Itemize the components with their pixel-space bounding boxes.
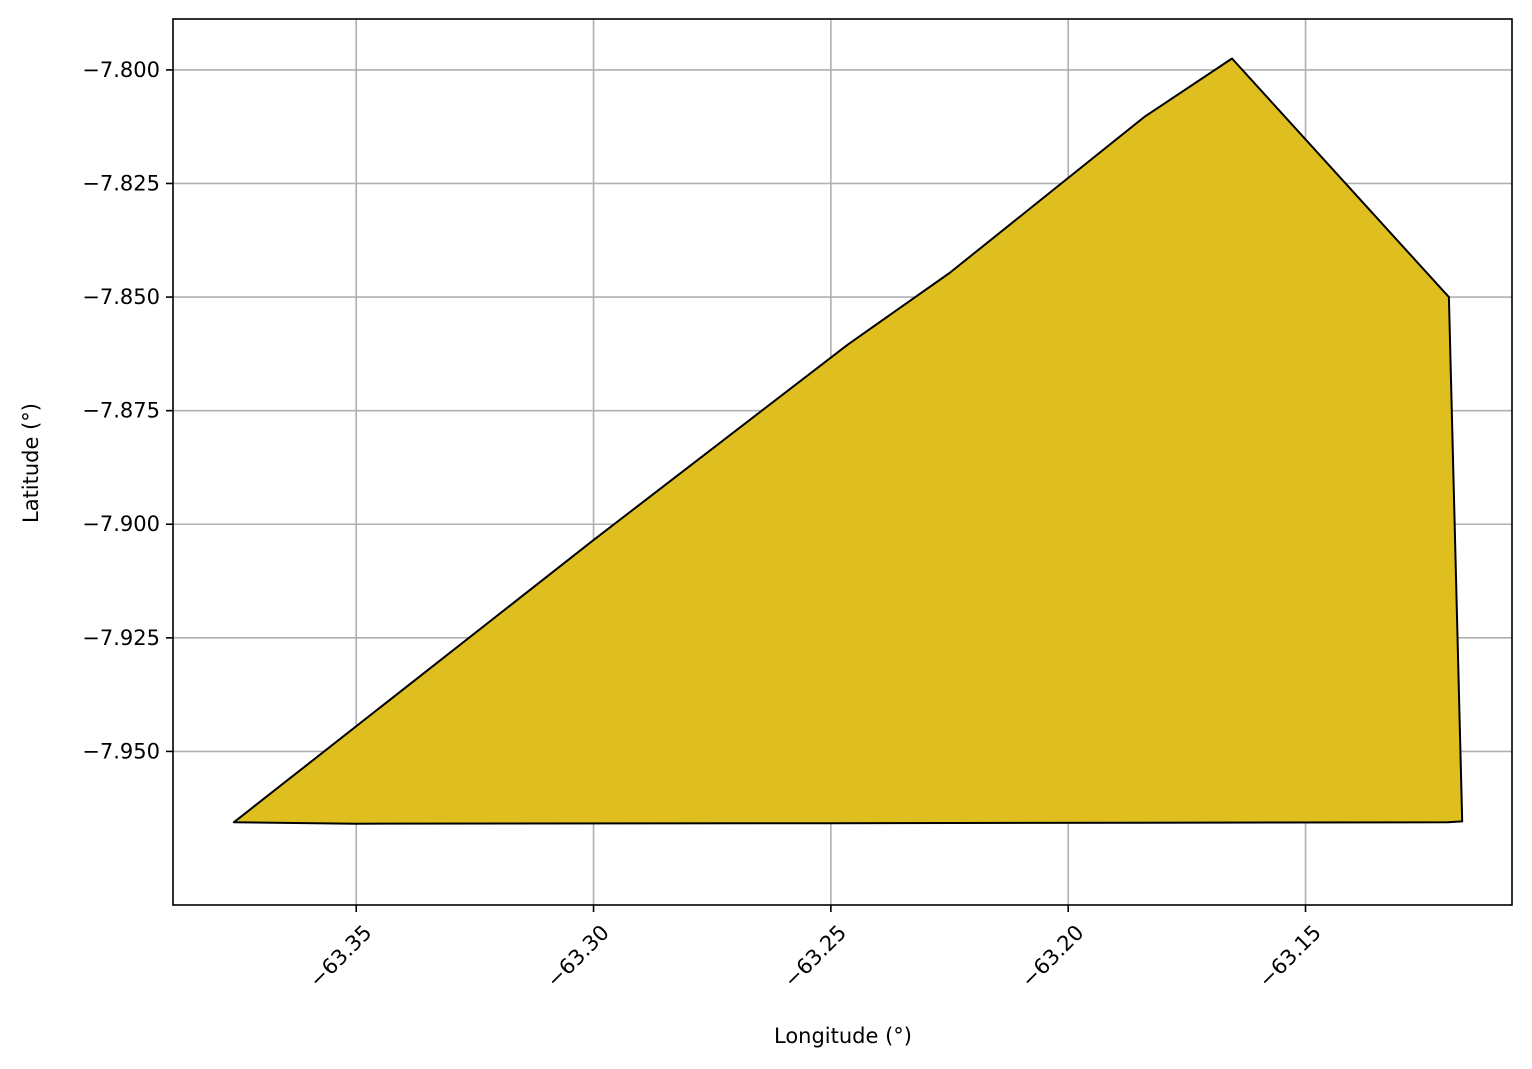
y-tick-label: −7.850 bbox=[82, 285, 160, 309]
y-axis-label: Latitude (°) bbox=[19, 403, 43, 523]
region-polygon bbox=[232, 57, 1464, 825]
y-tick-label: −7.825 bbox=[82, 171, 160, 195]
y-tick-label: −7.800 bbox=[82, 58, 160, 82]
y-tick-label: −7.950 bbox=[82, 739, 160, 763]
y-tick-label: −7.925 bbox=[82, 626, 160, 650]
y-tick-label: −7.875 bbox=[82, 399, 160, 423]
y-tick-label: −7.900 bbox=[82, 512, 160, 536]
x-axis-label: Longitude (°) bbox=[774, 1024, 912, 1048]
plot-area bbox=[232, 57, 1464, 825]
plot-frame bbox=[172, 18, 1513, 906]
